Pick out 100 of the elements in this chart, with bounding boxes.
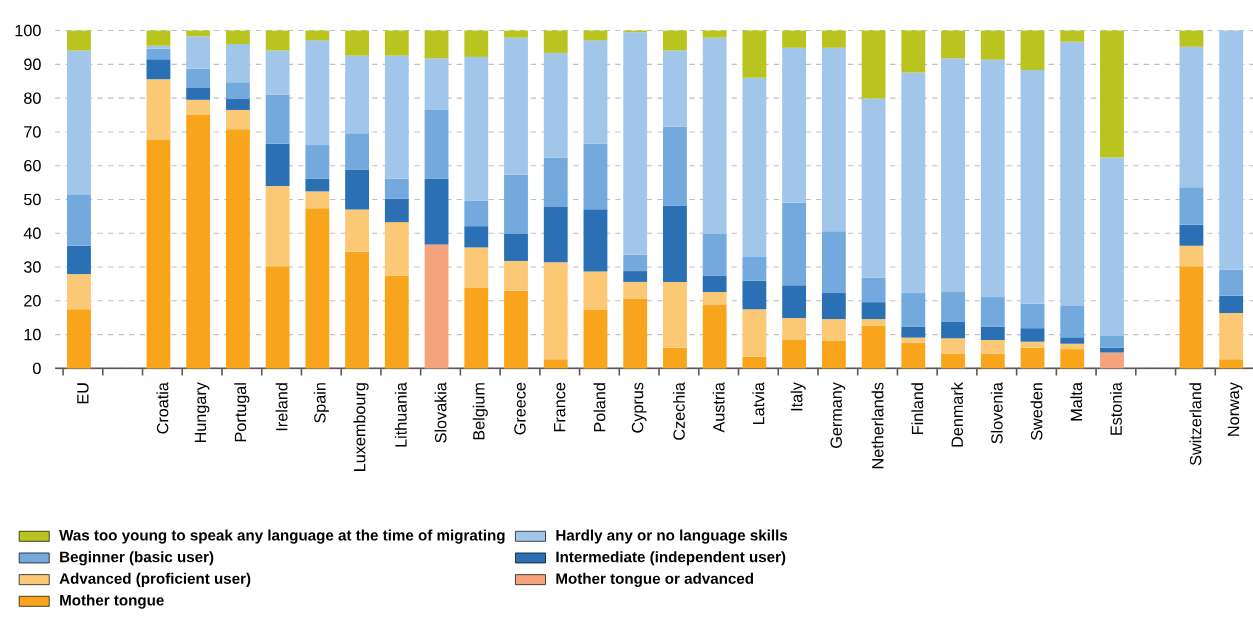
bar: [384, 198, 409, 222]
x-tick-label: Slovenia: [990, 381, 1003, 444]
x-tick-label: Ireland: [275, 382, 288, 430]
bar: [861, 277, 886, 302]
bar: [265, 50, 290, 95]
legend-label: Mother tongue: [60, 594, 164, 609]
y-tick-label: 60: [24, 159, 41, 172]
bar: [941, 291, 965, 322]
bar: [901, 342, 926, 369]
bar: [901, 30, 926, 73]
bar: [305, 178, 330, 192]
bar: [1219, 295, 1244, 313]
bar: [1020, 69, 1045, 304]
bar: [345, 169, 370, 210]
bar: [1179, 30, 1204, 47]
x-tick-label: Belgium: [472, 382, 488, 440]
bar: [742, 256, 767, 281]
bar: [941, 58, 965, 292]
x-tick-label: Austria: [712, 381, 725, 433]
bar: [623, 298, 648, 369]
bar: [424, 109, 449, 179]
bar: [623, 281, 648, 299]
bar: [67, 273, 91, 310]
x-tick-label: Cyprus: [631, 382, 647, 433]
bar: [464, 200, 489, 226]
legend-label: Advanced (proficient user): [59, 572, 251, 587]
bar: [225, 43, 250, 82]
bar: [424, 178, 449, 245]
bar: [265, 185, 290, 267]
bar: [384, 178, 409, 199]
bar: [782, 30, 807, 48]
bar: [464, 287, 489, 369]
x-tick-label: France: [554, 382, 566, 431]
bar: [782, 339, 807, 369]
bar: [663, 126, 687, 206]
bar: [583, 309, 608, 369]
bar: [702, 30, 727, 38]
bar: [1179, 245, 1204, 267]
x-tick-label: Czechia: [672, 381, 685, 440]
bar: [384, 275, 409, 369]
bar: [345, 133, 370, 170]
bar: [67, 309, 91, 369]
bar: [424, 30, 449, 59]
x-tick-label: Slovakia: [434, 381, 447, 443]
bar: [1020, 303, 1045, 328]
bar: [146, 48, 171, 60]
bar: [1060, 337, 1085, 344]
bar: [225, 82, 250, 99]
bar: [186, 114, 211, 369]
bar: [265, 30, 290, 51]
legend-label: Hardly any or no language skills: [556, 529, 788, 544]
y-tick-label: 20: [24, 294, 41, 307]
bar: [663, 30, 687, 51]
bar: [1060, 343, 1085, 349]
bar: [1179, 266, 1204, 369]
bar: [980, 339, 1005, 354]
bar: [821, 292, 846, 319]
x-tick-label: Estonia: [1110, 381, 1122, 435]
bar: [583, 143, 608, 210]
x-tick-label: Sweden: [1030, 382, 1043, 440]
bar: [623, 254, 648, 271]
legend-label: Mother tongue or advanced: [556, 572, 754, 587]
bar: [663, 205, 687, 282]
bar: [146, 59, 171, 79]
bar: [1060, 30, 1085, 42]
x-tick-label: Lithuania: [394, 381, 407, 447]
bar: [1020, 327, 1045, 342]
bar: [186, 68, 211, 88]
bar: [702, 233, 727, 276]
bar: [146, 78, 171, 140]
bar: [384, 55, 409, 179]
bar: [980, 296, 1005, 327]
bar: [941, 338, 965, 354]
x-tick-label: Latvia: [752, 381, 765, 424]
bar: [663, 50, 687, 127]
bar: [384, 221, 409, 276]
bar: [821, 318, 846, 341]
bar: [504, 30, 528, 38]
bar: [702, 37, 727, 234]
x-tick-label: Norway: [1227, 381, 1243, 436]
bar: [821, 340, 846, 369]
bar: [663, 347, 687, 369]
bar: [424, 244, 449, 369]
bar: [702, 291, 727, 305]
bar: [305, 144, 330, 179]
bar: [1020, 30, 1045, 70]
x-tick-label: Poland: [593, 382, 606, 432]
x-tick-label: Portugal: [234, 382, 250, 441]
bar: [901, 337, 926, 343]
bar: [345, 30, 370, 56]
bar: [464, 247, 489, 288]
bar: [1219, 359, 1244, 369]
bar: [742, 309, 767, 357]
bar: [543, 206, 568, 263]
y-tick-label: 0: [33, 362, 41, 374]
bar: [742, 356, 767, 369]
bar: [345, 251, 370, 369]
bar: [861, 318, 886, 326]
bar: [1060, 348, 1085, 369]
bar: [861, 98, 886, 278]
